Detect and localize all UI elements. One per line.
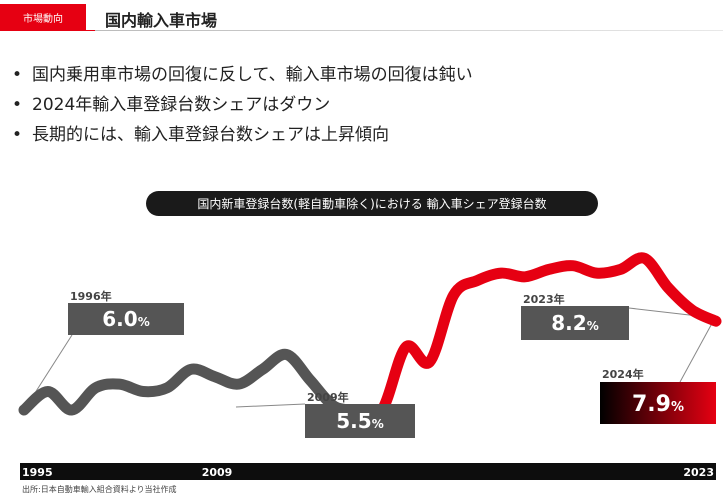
callout-value-label: 8.2% [551,311,598,335]
x-tick-label: 1995 [22,466,53,479]
callout-value-label: 6.0% [102,307,149,331]
callout-year-label: 1996年 [70,289,112,303]
series-line-2009-2024 [352,252,722,421]
callout-box [600,382,716,424]
bullet-item: • 2024年輸入車登録台数シェアはダウン [12,95,331,115]
bullet-list: • 国内乗用車市場の回復に反して、輸入車市場の回復は鈍い • 2024年輸入車登録台… [12,60,473,150]
callout-year-label: 2009年 [307,390,349,404]
callout-leader-line [679,315,717,383]
page-title: 国内輸入車市場 [105,11,218,30]
callout-value-label: 7.9% [632,392,684,417]
header-divider [0,30,723,31]
callout-year-label: 2023年 [523,292,565,306]
bullet-item: • 長期的には、輸入車登録台数シェアは上昇傾向 [12,125,389,145]
callout-box [305,404,415,438]
source-note: 出所:日本自動車輸入組合資料より当社作成 [22,485,177,494]
bullet-item: • 国内乗用車市場の回復に反して、輸入車市場の回復は鈍い [12,65,473,85]
series-line-1995-2009 [18,348,364,416]
chart-title: 国内新車登録台数(軽自動車除く)における 輸入車シェア登録台数 [146,191,598,216]
callout-box [521,306,629,340]
callout-value-label: 5.5% [336,409,383,433]
callout-leader-line [628,307,699,317]
x-tick-label: 2009 [202,466,233,479]
callout-box [68,303,184,335]
bullet-text: 2024年輸入車登録台数シェアはダウン [32,95,331,115]
x-axis-band [20,463,716,480]
bullet-text: 国内乗用車市場の回復に反して、輸入車市場の回復は鈍い [32,65,473,85]
callout-year-label: 2024年 [602,367,644,381]
bullet-text: 長期的には、輸入車登録台数シェアは上昇傾向 [32,125,389,145]
callout-leader-line [235,403,306,408]
x-tick-label: 2023 [683,466,714,479]
section-tag: 市場動向 [0,4,86,31]
